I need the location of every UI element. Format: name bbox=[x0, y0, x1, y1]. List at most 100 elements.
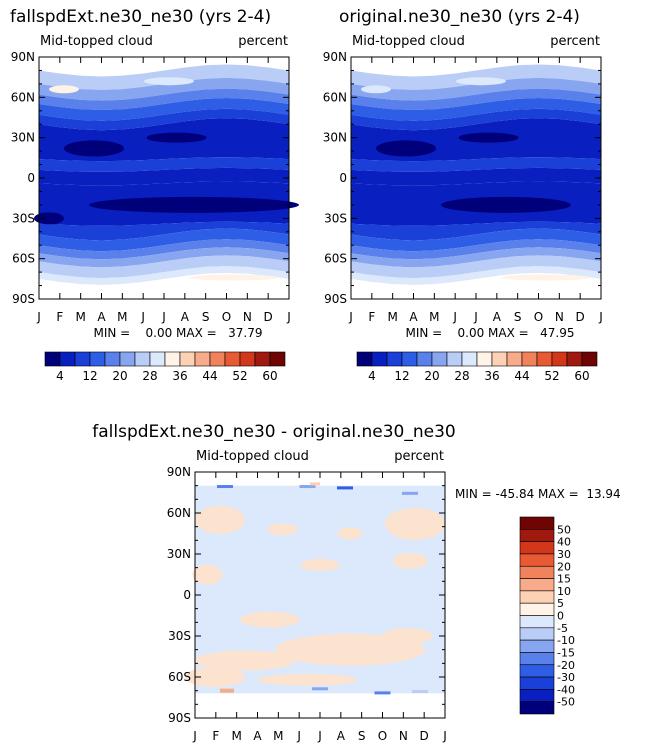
x-tick-label: S bbox=[202, 310, 210, 324]
contour-patch bbox=[300, 558, 340, 571]
x-tick-label: J bbox=[161, 310, 166, 324]
x-tick-label: M bbox=[231, 729, 241, 743]
panel-bottom-right-label: percent bbox=[394, 449, 444, 464]
y-axis-top-left: 90N 60N 30N 0 30S 60S 90S bbox=[11, 50, 289, 306]
colorbar-label: 60 bbox=[574, 369, 589, 383]
contour-patch bbox=[267, 523, 298, 536]
x-tick-label: J bbox=[473, 310, 478, 324]
x-tick-label: J bbox=[452, 310, 457, 324]
contour-band bbox=[39, 255, 289, 279]
contour-patch bbox=[192, 564, 223, 585]
colorbar-label: 44 bbox=[514, 369, 529, 383]
contour-patch bbox=[185, 667, 245, 687]
contour-patch bbox=[374, 691, 391, 695]
colorbar-label: -30 bbox=[557, 671, 575, 684]
y-tick-label: 30S bbox=[12, 211, 35, 225]
colorbar-swatch bbox=[134, 351, 151, 367]
colorbar-swatch bbox=[461, 351, 478, 367]
y-tick-label: 30N bbox=[323, 131, 347, 145]
contour-band bbox=[351, 98, 601, 121]
colorbar-swatch bbox=[431, 351, 448, 367]
y-tick-label: 90S bbox=[12, 292, 35, 306]
colorbar-swatch bbox=[74, 351, 91, 367]
contour-patch bbox=[458, 132, 519, 143]
colorbar-label: 44 bbox=[202, 369, 217, 383]
x-tick-label: A bbox=[337, 729, 346, 743]
colorbar-swatch bbox=[519, 615, 555, 629]
stats-top-left: MIN = 0.00 MAX = 37.79 bbox=[94, 326, 263, 340]
contour-patch bbox=[49, 85, 79, 94]
colorbar-label: 20 bbox=[557, 560, 571, 573]
colorbar-swatch bbox=[446, 351, 463, 367]
contour-patch bbox=[195, 505, 245, 534]
colorbar-swatch bbox=[519, 529, 555, 542]
x-tick-label: M bbox=[75, 310, 85, 324]
colorbar-swatch bbox=[416, 351, 433, 367]
x-tick-label: J bbox=[192, 729, 197, 743]
panel-bottom: fallspdExt.ne30_ne30 - original.ne30_ne3… bbox=[92, 422, 620, 743]
contour-band bbox=[351, 221, 601, 241]
contour-patch bbox=[337, 486, 353, 490]
y-tick-label: 60N bbox=[11, 90, 35, 104]
contour-band bbox=[39, 88, 289, 111]
contour-patch bbox=[217, 485, 233, 489]
colorbar-top-left: 4 12 20 28 36 44 52 60 bbox=[44, 351, 286, 383]
contour-band bbox=[351, 88, 601, 111]
contour-band bbox=[351, 255, 601, 279]
colorbar-swatch bbox=[519, 590, 555, 604]
colorbar-swatch bbox=[506, 351, 523, 367]
colorbar-swatch bbox=[209, 351, 226, 367]
colorbar-swatch bbox=[536, 351, 553, 367]
x-tick-label: S bbox=[514, 310, 522, 324]
contour-patch bbox=[412, 690, 428, 694]
x-tick-label: N bbox=[243, 310, 252, 324]
colorbar-swatch bbox=[386, 351, 403, 367]
x-tick-label: J bbox=[140, 310, 145, 324]
contour-patch bbox=[361, 85, 391, 94]
x-tick-label: J bbox=[317, 729, 322, 743]
x-tick-label: D bbox=[576, 310, 585, 324]
y-tick-label: 60S bbox=[12, 252, 35, 266]
colorbar-swatch bbox=[491, 351, 508, 367]
colorbar-label: 52 bbox=[544, 369, 559, 383]
x-tick-label: M bbox=[387, 310, 397, 324]
colorbar-swatch bbox=[476, 351, 493, 367]
contour-band bbox=[39, 157, 289, 172]
contour-band bbox=[39, 167, 289, 186]
colorbar-label: 28 bbox=[454, 369, 469, 383]
contour-band bbox=[351, 167, 601, 186]
colorbar-swatch bbox=[401, 351, 418, 367]
x-tick-label: N bbox=[399, 729, 408, 743]
contour-patch bbox=[337, 527, 363, 540]
x-tick-label: J bbox=[296, 729, 301, 743]
colorbar-label: 28 bbox=[142, 369, 157, 383]
x-tick-label: F bbox=[368, 310, 375, 324]
panel-bottom-title: fallspdExt.ne30_ne30 - original.ne30_ne3… bbox=[92, 422, 456, 442]
panel-top-left-left-label: Mid-topped cloud bbox=[40, 34, 153, 49]
panel-top-right-left-label: Mid-topped cloud bbox=[352, 34, 465, 49]
colorbar-swatch bbox=[224, 351, 241, 367]
colorbar-swatch bbox=[254, 351, 271, 367]
y-axis-bottom: 90N 60N 30N 0 30S 60S 90S bbox=[167, 465, 445, 725]
contour-patch bbox=[195, 650, 295, 671]
colorbar-label: 5 bbox=[557, 597, 564, 610]
colorbar-swatch bbox=[119, 351, 136, 367]
colorbar-swatch bbox=[519, 578, 555, 592]
heatmap-field-top-right bbox=[351, 57, 601, 299]
x-tick-label: M bbox=[273, 729, 283, 743]
contour-band bbox=[39, 228, 289, 252]
colorbar-swatch bbox=[519, 565, 555, 579]
colorbar-label: 36 bbox=[484, 369, 499, 383]
contour-band bbox=[39, 239, 289, 260]
y-tick-label: 90N bbox=[323, 50, 347, 64]
colorbar-label: -50 bbox=[557, 696, 575, 709]
contour-patch bbox=[64, 140, 124, 157]
contour-patch bbox=[257, 673, 358, 686]
contour-patch bbox=[146, 132, 207, 143]
contour-band bbox=[39, 64, 289, 90]
contour-band bbox=[351, 247, 601, 268]
contour-patch bbox=[299, 485, 316, 489]
y-tick-label: 90N bbox=[11, 50, 35, 64]
x-tick-label: D bbox=[264, 310, 273, 324]
